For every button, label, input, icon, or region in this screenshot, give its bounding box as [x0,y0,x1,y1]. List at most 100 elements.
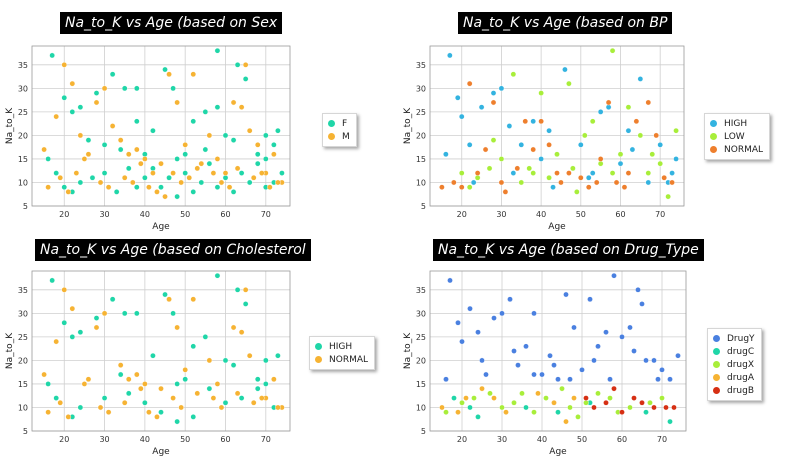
y-tick-label: 15 [416,155,426,164]
data-point [121,174,128,181]
data-point [597,109,604,115]
data-point [585,174,592,181]
y-tick-label: 10 [18,178,28,187]
data-point [242,62,249,68]
data-point [471,395,477,401]
data-point [254,160,261,167]
data-point [105,184,112,190]
y-tick-label: 35 [18,286,28,295]
data-point [597,156,604,162]
data-point [506,123,513,129]
data-point [499,310,505,317]
y-tick-label: 5 [421,202,426,211]
data-point [439,184,445,190]
legend-marker [710,120,717,127]
data-point [663,404,669,411]
legend-marker [713,335,720,342]
data-point [258,395,265,401]
data-point [182,367,188,373]
data-point [603,329,609,335]
data-point [89,174,96,181]
y-tick-label: 20 [18,356,28,365]
data-point [589,118,596,125]
data-point [166,71,172,78]
data-point [511,348,517,354]
data-point [563,291,569,298]
x-tick-label: 20 [59,435,69,444]
data-point [657,142,663,148]
data-point [49,277,55,284]
data-point [583,395,589,401]
data-point [531,310,537,317]
data-point [605,99,612,106]
data-point [93,90,100,96]
data-point [530,118,536,125]
data-point [202,334,209,340]
data-point [467,404,473,411]
y-tick-label: 35 [18,61,28,70]
data-point [631,348,637,354]
data-point [150,165,156,172]
data-point [138,385,144,392]
legend-drug-type: DrugY drugC drugX drugA drugB [707,328,762,401]
data-point [530,170,536,176]
data-point [673,127,679,134]
chart-panel-drug-type: Na_to_K vs Age (based on Drug_Type 20 30 4… [398,231,796,462]
data-point [526,165,533,172]
data-point [669,170,675,176]
data-point [222,132,229,139]
data-point [77,132,84,139]
data-point [202,109,209,115]
data-point [218,404,225,411]
legend-marker [315,356,322,363]
x-tick-label: 40 [537,435,547,444]
data-point [186,174,193,181]
data-point [547,352,553,359]
data-point [142,381,148,387]
legend-entry: drugA [713,371,755,384]
data-point [198,160,205,167]
data-point [546,174,552,181]
data-point [206,160,213,167]
data-point [178,404,184,411]
legend-cholesterol: HIGH NORMAL [309,336,376,370]
data-point [166,174,172,181]
data-point [474,174,481,181]
data-point [230,189,237,195]
x-tick-label: 20 [59,210,69,219]
data-point [190,189,197,195]
data-point [73,170,80,176]
data-point [522,118,529,125]
data-point [222,170,229,176]
data-point [470,179,477,186]
data-point [218,179,225,186]
data-point [77,104,84,110]
data-point [649,151,656,158]
data-point [170,85,176,92]
data-point [570,165,576,172]
data-point [443,376,449,383]
data-point [45,184,51,190]
legend-label: drugC [727,346,755,357]
data-point [61,184,68,190]
data-point [69,109,76,115]
x-axis-label: Age [549,447,567,457]
data-point [142,156,148,162]
data-point [487,390,493,397]
y-tick-label: 5 [23,427,28,436]
legend-marker [710,146,717,153]
legend-marker [713,348,720,355]
data-point [53,395,59,401]
data-point [162,193,168,200]
data-point [125,376,132,383]
legend-entry: drugC [713,345,755,358]
x-tick-label: 70 [261,435,271,444]
data-point [125,390,132,397]
data-point [466,184,473,190]
data-point [275,127,281,134]
data-point [510,71,517,78]
x-tick-label: 70 [655,210,665,219]
data-point [447,52,453,59]
data-point [455,409,461,415]
data-point [647,399,653,406]
